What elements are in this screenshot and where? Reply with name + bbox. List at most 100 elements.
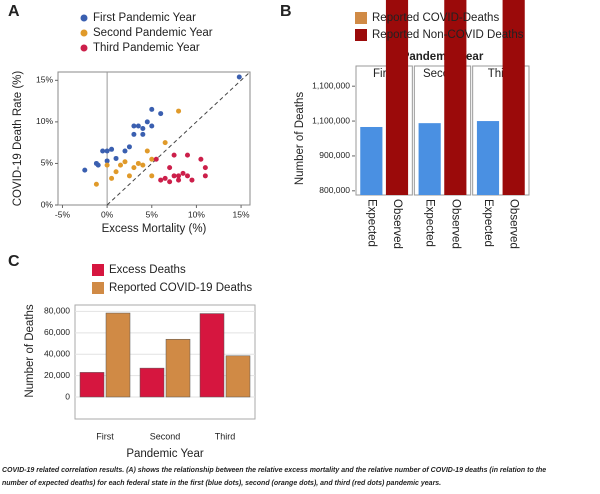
y-tick-label: 800,000 [319,185,350,195]
x-tick-label: First [96,431,114,441]
reference-line [106,71,251,206]
bar-segment [444,0,467,195]
x-tick-label: Observed [508,199,520,249]
legend-label: Second Pandemic Year [93,27,213,39]
legend-label: Third Pandemic Year [93,42,200,54]
legend-marker [80,44,88,52]
y-axis-title: Number of Deaths [294,92,306,186]
legend-marker [355,12,367,24]
facet-frame [472,65,530,196]
point [104,158,110,164]
x-tick-label: 15% [233,209,250,219]
point [198,156,204,162]
bar [476,121,500,195]
point [184,173,190,179]
facet-frame [355,65,413,196]
caption: number of expected deaths) for each fede… [2,480,441,487]
point [140,126,146,132]
point [144,148,150,154]
y-tick-label: 0% [41,199,54,209]
point [149,156,155,162]
y-tick-label: 40,000 [44,348,70,358]
point [126,173,132,179]
y-tick-label: 20,000 [44,370,70,380]
y-tick-label: 0 [65,391,70,401]
y-tick-label: 10% [36,116,53,126]
point [162,175,168,181]
point [162,140,168,146]
point [158,177,164,183]
x-axis-title: Excess Mortality (%) [102,223,207,235]
point [118,162,124,168]
legend-marker [355,29,367,41]
point [122,148,128,154]
y-tick-label: 1,100,000 [312,80,350,90]
point [153,156,159,162]
point [149,106,155,112]
point [236,74,242,80]
x-tick-label: Second [150,431,181,441]
legend-label: Reported COVID-19 Deaths [109,282,252,294]
caption: COVID-19 related correlation results. (A… [2,467,546,474]
legend-label: Excess Deaths [109,264,186,276]
point [104,148,110,154]
group-title: Pandemic Year [402,51,484,63]
point [167,179,173,185]
point [184,152,190,158]
y-tick-label: 1,100,000 [312,115,350,125]
point [113,155,119,161]
y-axis-title: Number of Deaths [24,304,36,398]
legend-marker [92,282,104,294]
legend-label: Reported Non-COVID Deaths [372,29,524,41]
bar [360,126,383,195]
bar [199,313,225,398]
plot-area [74,304,256,420]
panel-label: A [8,3,20,20]
point [131,123,137,129]
point [171,152,177,158]
point [176,108,182,114]
point [189,177,195,183]
point [122,159,128,165]
point [176,173,182,179]
y-axis-title: COVID-19 Death Rate (%) [12,71,24,207]
point [140,131,146,137]
point [100,148,106,154]
bar [165,338,191,398]
x-tick-label: Expected [424,199,436,247]
x-tick-label: -5% [55,209,71,219]
panel-label: B [280,3,292,20]
x-tick-label: Observed [449,199,461,249]
legend-label: Reported COVID-Deaths [372,12,499,24]
point [109,175,115,181]
point [180,170,186,176]
legend-marker [80,29,88,37]
point [82,167,88,173]
point [167,165,173,171]
panel-label: C [8,253,20,270]
y-tick-label: 80,000 [44,306,70,316]
point [176,177,182,183]
point [109,146,115,152]
point [131,165,137,171]
bar [79,372,105,398]
point [149,173,155,179]
x-tick-label: 5% [146,209,159,219]
point [104,162,110,168]
legend-label: First Pandemic Year [93,12,196,24]
point [149,123,155,129]
x-tick-label: Expected [365,199,377,247]
legend-marker [92,264,104,276]
legend-marker [80,14,88,22]
point [140,162,146,168]
y-tick-label: 5% [41,158,54,168]
point [113,169,119,175]
y-tick-label: 15% [36,75,53,85]
x-axis-title: Pandemic Year [126,448,204,460]
point [93,181,99,187]
y-tick-label: 900,000 [319,150,350,160]
x-tick-label: Observed [391,199,403,249]
point [131,131,137,137]
point [202,173,208,179]
